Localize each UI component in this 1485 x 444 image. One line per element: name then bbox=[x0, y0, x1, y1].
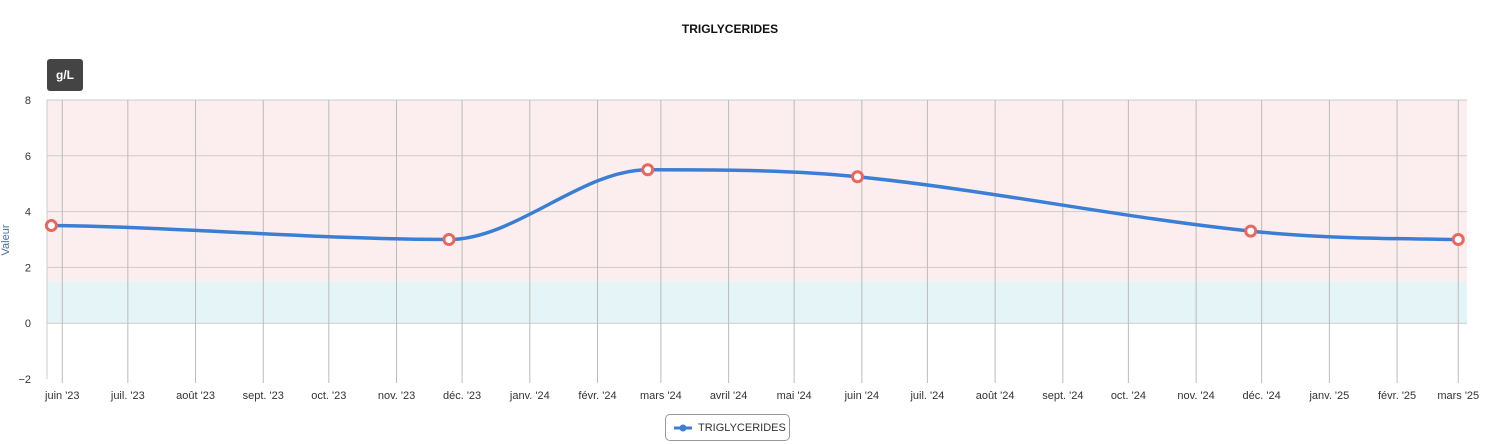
data-point[interactable] bbox=[442, 233, 456, 246]
x-axis-ticks: juin '23 juil. '23 août '23 sept. '23 oct. '… bbox=[44, 390, 1479, 402]
x-tick-label: sept. '23 bbox=[243, 390, 284, 402]
x-tick-label: févr. '24 bbox=[578, 390, 616, 402]
x-tick-label: nov. '23 bbox=[378, 390, 415, 402]
y-tick-label: 8 bbox=[25, 95, 31, 107]
x-tick-label: juil. '23 bbox=[110, 390, 145, 402]
x-tick-label: avril '24 bbox=[710, 390, 748, 402]
y-tick-label: 0 bbox=[25, 318, 31, 330]
data-point[interactable] bbox=[1451, 233, 1465, 246]
reference-band-0 bbox=[47, 100, 1467, 282]
x-tick-label: juil. '24 bbox=[909, 390, 944, 402]
x-tick-label: janv. '25 bbox=[1308, 390, 1349, 402]
unit-badge[interactable]: g/L bbox=[47, 59, 83, 91]
y-tick-label: 4 bbox=[25, 207, 31, 219]
x-tick-label: août '23 bbox=[176, 390, 215, 402]
x-tick-label: juin '23 bbox=[44, 390, 80, 402]
series-layer bbox=[44, 163, 1465, 246]
data-point[interactable] bbox=[1244, 224, 1258, 238]
x-tick-label: janv. '24 bbox=[509, 390, 550, 402]
x-tick-label: mai '24 bbox=[777, 390, 812, 402]
x-tick-label: août '24 bbox=[976, 390, 1015, 402]
x-tick-label: déc. '23 bbox=[443, 390, 481, 402]
x-tick-label: févr. '25 bbox=[1378, 390, 1416, 402]
x-tick-label: oct. '23 bbox=[311, 390, 346, 402]
y-tick-label: 6 bbox=[25, 151, 31, 163]
x-tick-label: déc. '24 bbox=[1243, 390, 1281, 402]
x-tick-label: mars '25 bbox=[1437, 390, 1479, 402]
legend-item-triglycerides[interactable]: TRIGLYCERIDES bbox=[665, 414, 790, 441]
x-tick-label: mars '24 bbox=[640, 390, 682, 402]
x-tick-label: nov. '24 bbox=[1177, 390, 1214, 402]
x-tick-label: oct. '24 bbox=[1111, 390, 1146, 402]
grid-lines bbox=[46, 99, 1467, 383]
data-point[interactable] bbox=[641, 163, 655, 177]
legend-label: TRIGLYCERIDES bbox=[698, 421, 786, 434]
data-point[interactable] bbox=[850, 170, 864, 184]
x-tick-label: sept. '24 bbox=[1042, 390, 1083, 402]
reference-band-1 bbox=[47, 281, 1467, 324]
data-point[interactable] bbox=[44, 219, 58, 233]
x-tick-label: juin '24 bbox=[844, 390, 880, 402]
y-axis-label: Valeur bbox=[0, 224, 12, 255]
y-tick-label: −2 bbox=[18, 374, 31, 386]
y-tick-label: 2 bbox=[25, 262, 31, 274]
reference-bands bbox=[47, 100, 1467, 324]
series-line-icon bbox=[674, 424, 692, 431]
chart-title: TRIGLYCERIDES bbox=[681, 22, 779, 36]
y-axis-ticks: 8 6 4 2 0 −2 bbox=[18, 95, 31, 386]
